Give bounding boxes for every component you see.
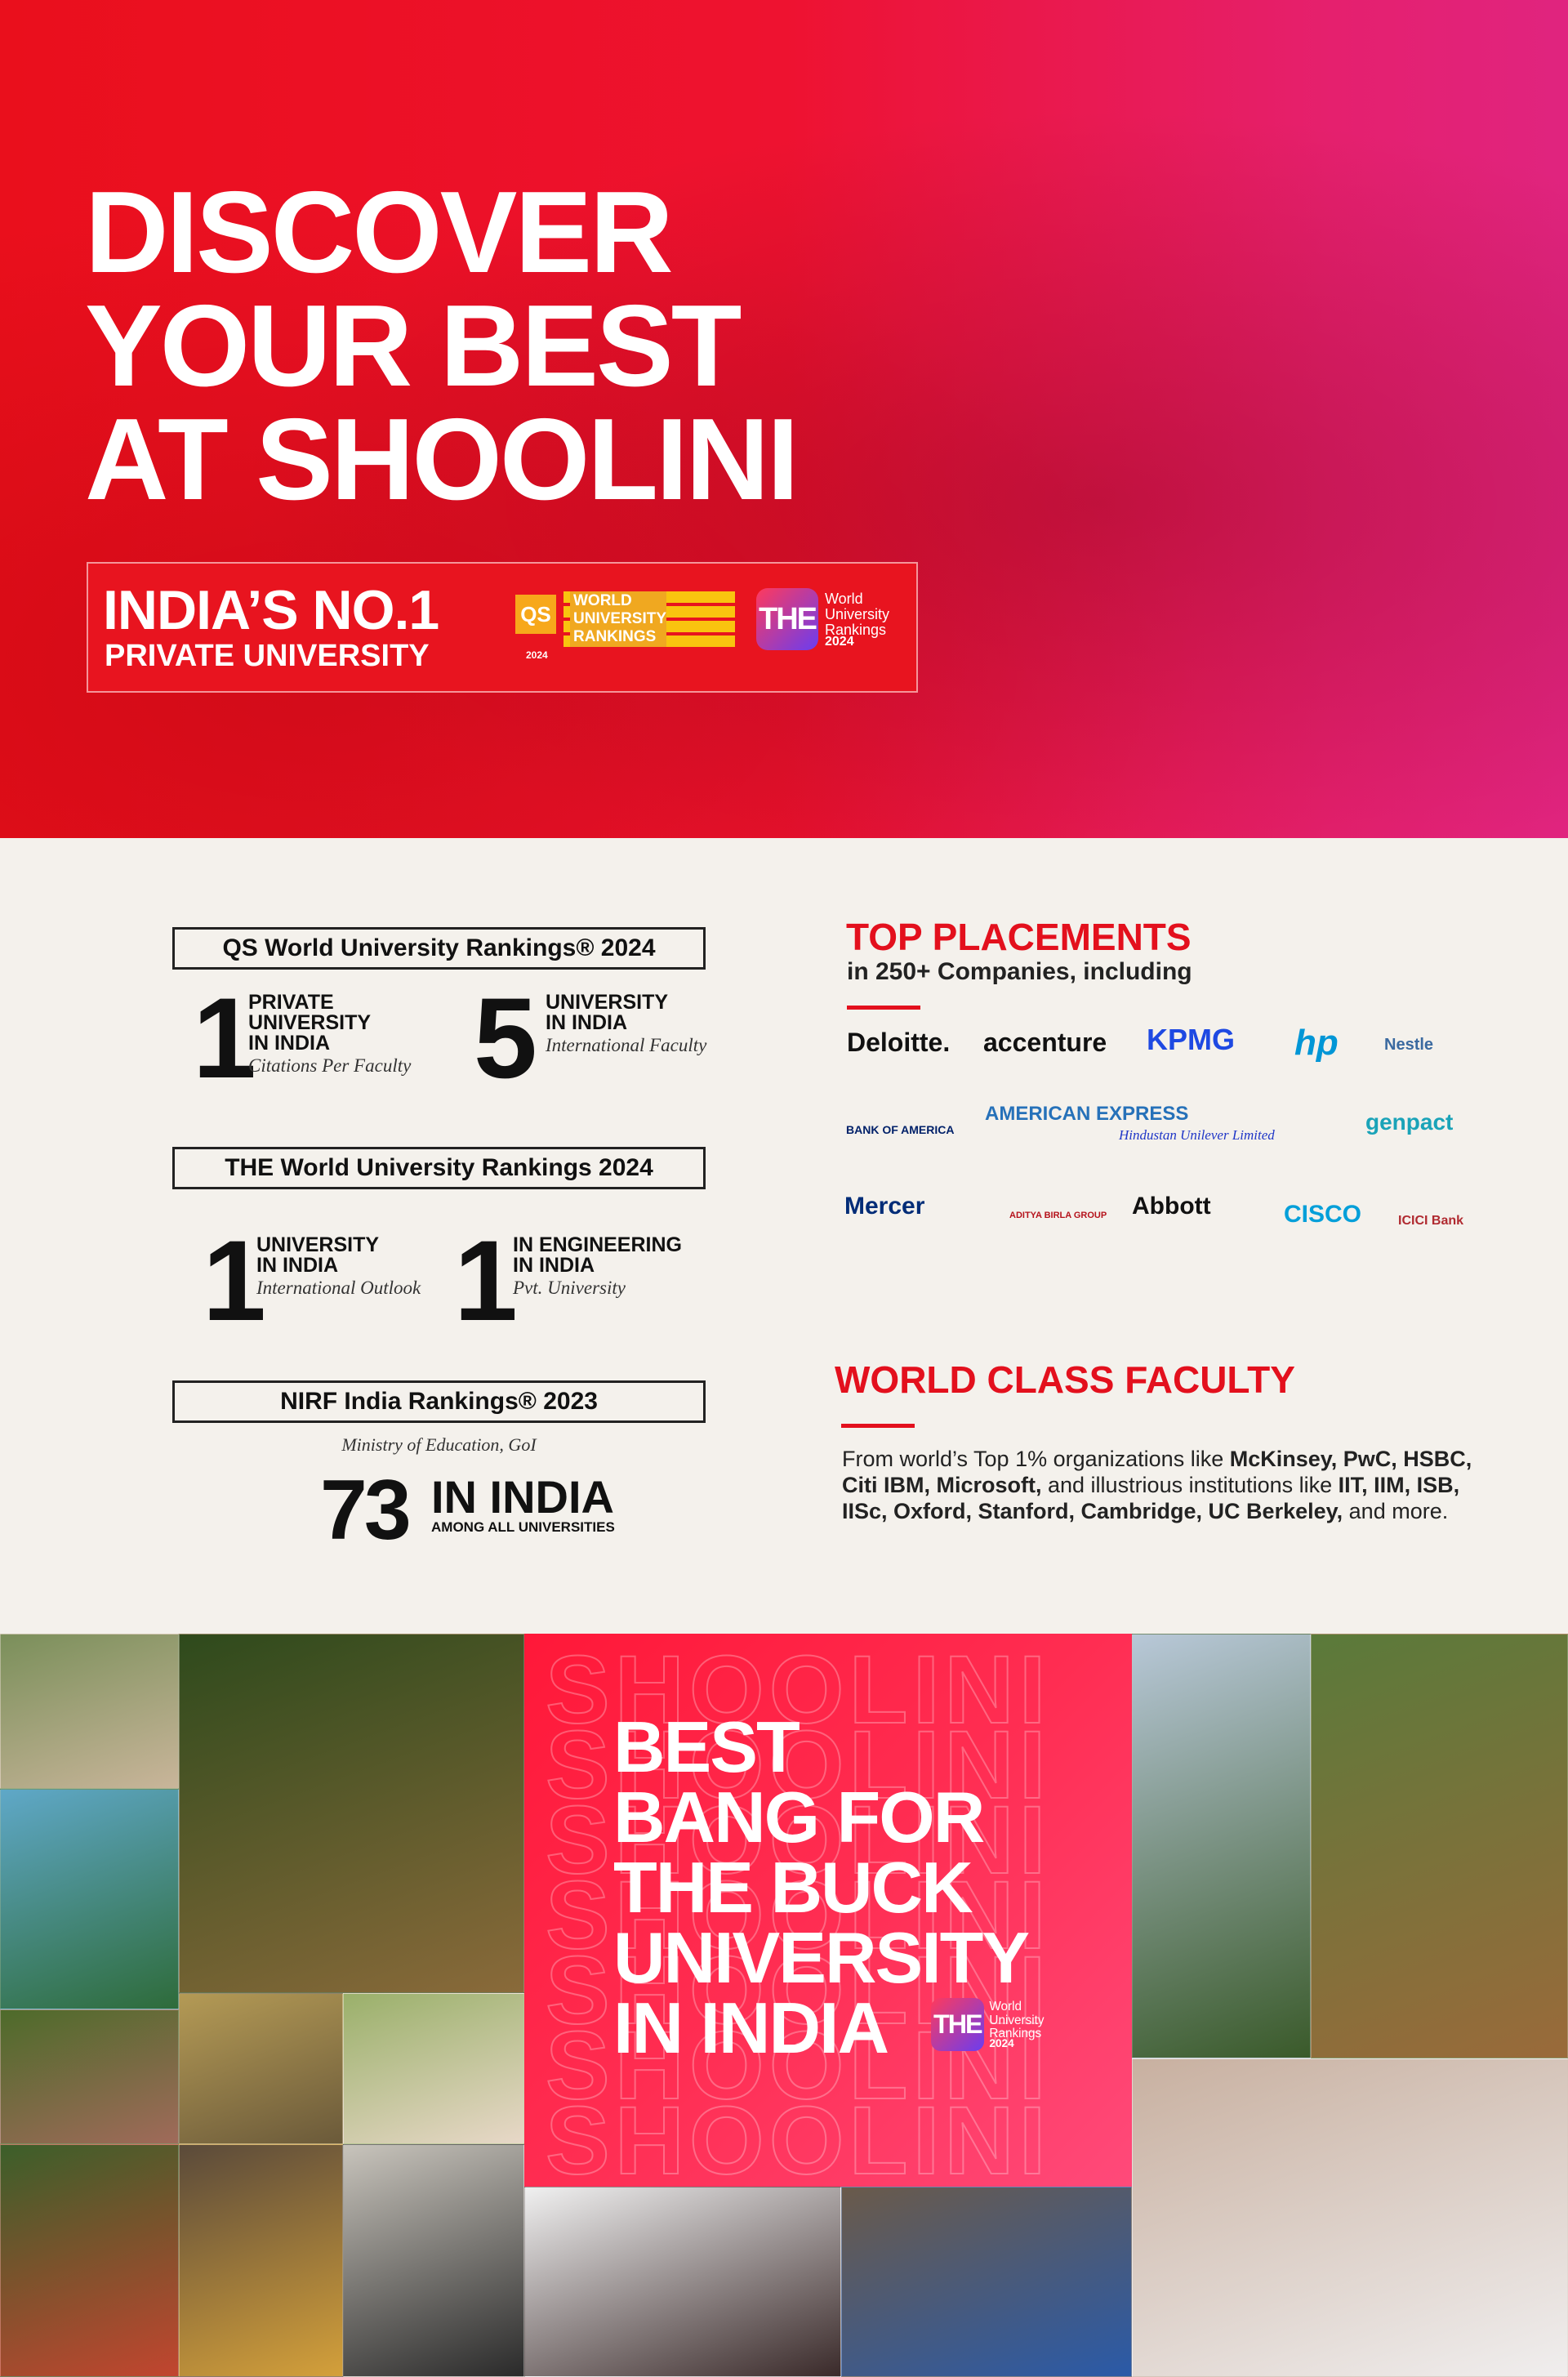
the-text: World University Rankings	[989, 2000, 1045, 2040]
faculty-text-part: and more.	[1343, 1499, 1449, 1523]
rank-label: UNIVERSITY	[248, 1011, 372, 1034]
collage-headline: BEST	[613, 1706, 800, 1787]
company-logo: Abbott	[1132, 1193, 1211, 1220]
faculty-text-part: From world’s Top 1% organizations like	[842, 1447, 1230, 1471]
the-year: 2024	[825, 635, 854, 649]
rank-number: 73	[320, 1463, 412, 1558]
ranking-title: THE World University Rankings 2024	[172, 1147, 706, 1189]
rank-label: IN INDIA	[546, 1011, 627, 1034]
faculty-title: WORLD CLASS FACULTY	[835, 1358, 1295, 1401]
rank-label: IN INDIA	[513, 1254, 595, 1277]
company-logo: CISCO	[1284, 1201, 1362, 1228]
photo	[343, 1993, 524, 2144]
photo	[179, 2144, 343, 2377]
rank-label: IN ENGINEERING	[513, 1233, 682, 1256]
rank-number: 1	[454, 1216, 518, 1345]
photo	[343, 2144, 524, 2377]
rank-number: 1	[193, 974, 256, 1102]
watermark: SHOOLINI	[545, 2087, 1051, 2187]
qs-year: 2024	[526, 649, 548, 661]
the-mark: THE	[931, 1998, 984, 2051]
ranking-title: NIRF India Rankings® 2023	[172, 1380, 706, 1423]
company-logo: KPMG	[1147, 1023, 1235, 1056]
photo	[1132, 2058, 1568, 2377]
hero-title: YOUR BEST	[85, 281, 742, 411]
photo	[179, 1993, 343, 2144]
company-logo: ADITYA BIRLA GROUP	[1009, 1211, 1107, 1220]
the-year: 2024	[989, 2037, 1014, 2050]
divider	[841, 1424, 915, 1428]
photo	[1132, 1634, 1311, 2058]
rank-label: PRIVATE	[248, 991, 334, 1014]
rank-label: UNIVERSITY	[546, 991, 669, 1014]
badge-subtitle: PRIVATE UNIVERSITY	[105, 639, 430, 673]
qs-mark: QS	[515, 595, 556, 634]
photo	[0, 2144, 179, 2377]
company-logo: BANK OF AMERICA	[846, 1123, 955, 1136]
rank-note: Citations Per Faculty	[248, 1055, 412, 1076]
faculty-text: From world’s Top 1% organizations like M…	[842, 1446, 1479, 1524]
photo	[841, 2187, 1132, 2377]
watermark: SHOOLINI	[545, 1711, 1051, 1819]
collage-panel: SHOOLINI SHOOLINI SHOOLINI SHOOLINI SHOOLINI…	[524, 1634, 1132, 2187]
photo	[0, 2009, 179, 2144]
collage-headline: BANG FOR	[613, 1777, 985, 1857]
photo	[524, 2187, 841, 2377]
the-mark: THE	[756, 588, 818, 650]
collage-headline: IN INDIA	[613, 1987, 889, 2068]
company-logo: Hindustan Unilever Limited	[1119, 1127, 1275, 1143]
company-logo: Mercer	[844, 1193, 925, 1220]
watermark: SHOOLINI	[545, 1636, 1051, 1744]
company-logo: Nestle	[1384, 1036, 1434, 1054]
rank-note: International Faculty	[546, 1035, 707, 1055]
company-logo: ICICI Bank	[1398, 1214, 1464, 1228]
hero	[0, 0, 1568, 838]
placements-title: TOP PLACEMENTS	[846, 916, 1192, 958]
rank-label: IN INDIA	[248, 1032, 330, 1055]
rank-label: IN INDIA	[431, 1471, 614, 1523]
collage-headline: THE BUCK	[613, 1847, 973, 1928]
faculty-text-part: McKinsey, PwC, HSBC, Citi IBM, Microsoft…	[842, 1447, 1472, 1497]
rank-label: IN INDIA	[256, 1254, 338, 1277]
badge-rank: INDIA’S NO.1	[103, 579, 439, 641]
placements-subtitle: in 250+ Companies, including	[847, 958, 1192, 985]
photo	[0, 1789, 179, 2009]
collage-headline: UNIVERSITY	[613, 1917, 1030, 1998]
photo	[1311, 1634, 1568, 2058]
divider	[847, 1006, 920, 1010]
rank-label: UNIVERSITY	[256, 1233, 380, 1256]
watermark: SHOOLINI	[545, 1862, 1051, 1969]
rank-note: AMONG ALL UNIVERSITIES	[431, 1519, 615, 1535]
the-text: World University Rankings	[825, 591, 890, 638]
ranking-source: Ministry of Education, GoI	[341, 1434, 537, 1455]
ranking-title: QS World University Rankings® 2024	[172, 927, 706, 970]
company-logo: genpact	[1365, 1109, 1454, 1135]
rank-note: Pvt. University	[513, 1278, 626, 1298]
hero-title: DISCOVER	[85, 167, 674, 297]
company-logo: AMERICAN EXPRESS	[985, 1103, 1189, 1125]
photo	[0, 1634, 179, 1789]
hero-title: AT SHOOLINI	[85, 395, 800, 524]
company-logo: accenture	[983, 1028, 1107, 1057]
photo	[179, 1634, 524, 1993]
rank-note: International Outlook	[256, 1278, 421, 1298]
faculty-text-part: IIT, IIM, ISB, IISc, Oxford, Stanford, C…	[842, 1473, 1460, 1523]
rank-number: 1	[203, 1216, 266, 1345]
watermark: SHOOLINI	[545, 1786, 1051, 1894]
faculty-text-part: and illustrious institutions like	[1041, 1473, 1339, 1497]
company-logo: hp	[1294, 1023, 1339, 1063]
rank-number: 5	[474, 974, 537, 1102]
company-logo: Deloitte.	[847, 1028, 951, 1057]
stats-section	[0, 838, 1568, 1634]
qs-text: WORLD UNIVERSITY RANKINGS	[570, 591, 666, 647]
